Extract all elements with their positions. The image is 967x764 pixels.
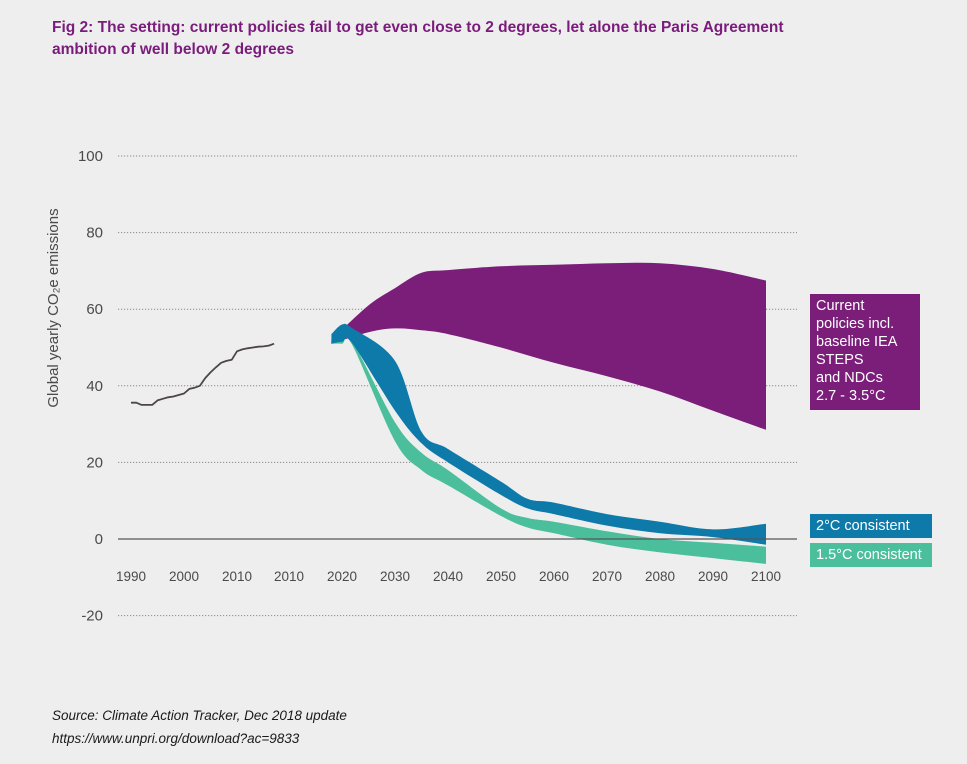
x-tick-label: 2050: [486, 569, 516, 584]
x-tick-label: 2090: [698, 569, 728, 584]
legend-1-5c-label: 1.5°C consistent: [816, 547, 922, 563]
x-tick-label: 2030: [380, 569, 410, 584]
chart-title: Fig 2: The setting: current policies fai…: [52, 17, 912, 61]
legend-current-line: Current: [816, 298, 865, 314]
historical-emissions-line: [131, 342, 275, 406]
y-tick-label: 60: [86, 301, 103, 318]
legend-2c-consistent: 2°C consistent: [810, 514, 932, 538]
x-tick-label: 2010: [222, 569, 252, 584]
legend-1-5c-consistent: 1.5°C consistent: [810, 543, 932, 567]
x-tick-label: 2010: [274, 569, 304, 584]
source-note: Source: Climate Action Tracker, Dec 2018…: [52, 708, 347, 723]
x-tick-label: 2020: [327, 569, 357, 584]
x-tick-label: 2000: [169, 569, 199, 584]
legend-current-line: baseline IEA: [816, 334, 898, 350]
legend-2c-label: 2°C consistent: [816, 518, 910, 534]
chart-title-line-2: ambition of well below 2 degrees: [52, 41, 295, 58]
y-tick-label: 0: [95, 531, 103, 548]
x-tick-label: 2060: [539, 569, 569, 584]
chart-title-line-1: Fig 2: The setting: current policies fai…: [52, 19, 784, 36]
legend-current-line: and NDCs: [816, 370, 883, 386]
y-axis-label: Global yearly CO₂e emissions: [45, 208, 62, 407]
x-tick-label: 1990: [116, 569, 146, 584]
series-area: [331, 323, 766, 545]
y-tick-label: 40: [86, 378, 103, 395]
x-tick-label: 2100: [751, 569, 781, 584]
legend-current-policies: Current policies incl. baseline IEA STEP…: [810, 294, 920, 410]
x-tick-labels: 1990 2000 2010 2010 2020 2030 2040 2050 2060 2070…: [116, 569, 781, 584]
x-tick-label: 2080: [645, 569, 675, 584]
y-tick-label: -20: [81, 608, 103, 625]
y-tick-label: 20: [86, 454, 103, 471]
legend-current-line: 2.7 - 3.5°C: [816, 388, 886, 404]
legend-current-line: policies incl.: [816, 316, 895, 332]
x-tick-label: 2040: [433, 569, 463, 584]
series-area: [331, 262, 766, 430]
scenario-areas: [331, 262, 766, 564]
legend-current-line: STEPS: [816, 352, 864, 368]
y-tick-label: 100: [78, 148, 103, 165]
source-url: https://www.unpri.org/download?ac=9833: [52, 731, 300, 746]
historical-line-group: [131, 342, 275, 406]
y-tick-label: 80: [86, 225, 103, 242]
y-tick-labels: 100 80 60 40 20 0 -20: [78, 148, 103, 625]
x-tick-label: 2070: [592, 569, 622, 584]
